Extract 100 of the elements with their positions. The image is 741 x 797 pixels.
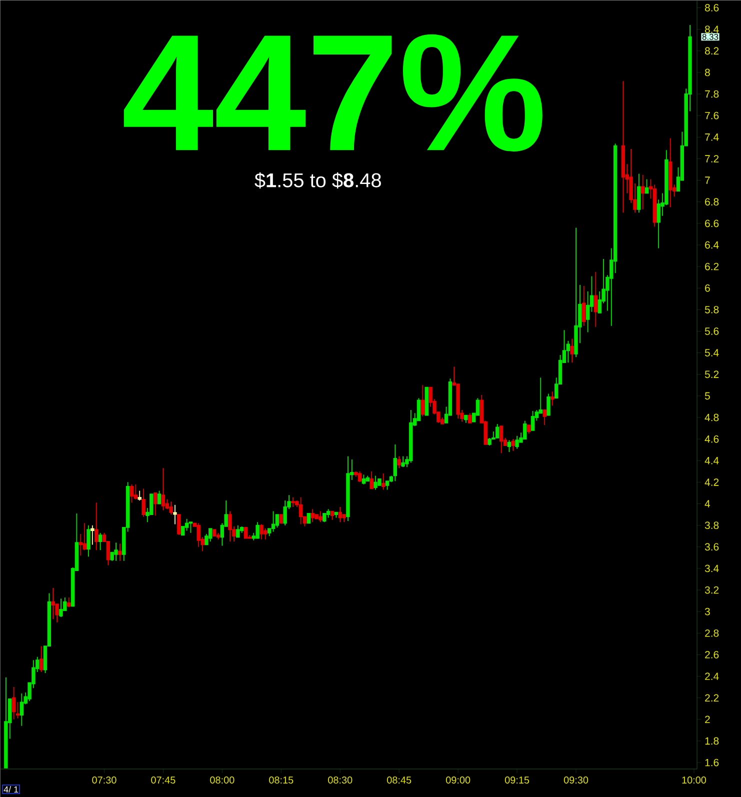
y-tick-label: 8.6 [704,4,719,12]
candlestick [582,285,586,326]
candlestick [138,490,142,501]
candlestick [499,426,504,454]
x-tick-label: 09:00 [446,776,470,784]
y-tick-label: 6.2 [705,262,719,270]
candlestick [256,522,260,539]
y-tick-label: 3.4 [704,564,719,572]
candlestick [523,420,527,440]
y-tick-label: 5.2 [704,370,719,378]
candlestick [515,435,519,450]
candlestick [310,508,314,523]
annotation: 8.33 [702,34,718,40]
y-tick-label: 5.6 [704,328,719,335]
candlestick [507,440,512,452]
candlestick [397,456,401,469]
candlestick [640,174,645,210]
y-tick-label: 1.8 [705,737,719,745]
y-tick-label: 3.8 [704,522,719,530]
candlestick [424,386,428,416]
y-tick-label: 3.6 [704,543,719,551]
y-tick-label: 2.8 [705,629,719,637]
candlestick [130,484,134,504]
candlestick [4,676,8,768]
y-tick-label: 5.8 [704,306,719,314]
y-tick-label: 3.2 [704,586,719,594]
candlestick [39,646,44,672]
candlestick [275,514,280,528]
x-tick-label: 09:30 [564,776,588,784]
y-tick-label: 5 [704,392,710,400]
candlestick [90,524,94,546]
candlestick [142,488,146,518]
y-tick-label: 4.8 [704,414,719,422]
candlestick [244,527,248,539]
candlestick [334,512,338,518]
x-tick-label: 09:15 [504,776,530,784]
candlestick [196,522,200,548]
y-tick-label: 8 [704,68,710,76]
y-tick-label: 4.4 [704,457,719,464]
candlestick [511,438,515,452]
candlestick [86,524,90,558]
candlestick [526,424,531,434]
candlestick [338,506,342,523]
candlestick [264,528,268,540]
x-tick-label: 08:45 [387,776,412,784]
y-tick-label: 2.6 [705,651,719,658]
candlestick [358,470,362,483]
candlestick [12,686,16,720]
candlestick [530,410,535,431]
y-tick-label: 7.6 [705,112,719,120]
x-tick-label: 08:15 [269,776,294,784]
candlestick [468,412,472,424]
y-tick-label: 7.8 [705,90,719,98]
y-tick-label: 8.4 [704,26,719,34]
candlestick [216,532,220,540]
candlestick [496,424,500,438]
candlestick [188,522,193,534]
candlestick [208,528,212,542]
candlestick [94,502,98,551]
candlestick [346,456,350,522]
chart-title: 447% [124,34,542,152]
candlestick [668,138,672,208]
candlestick [574,227,578,358]
candlestick [66,597,71,608]
candlestick [570,338,574,363]
candlestick [393,444,398,482]
candlestick [550,391,554,406]
candlestick [382,473,386,490]
candlestick [177,514,181,536]
candlestick [98,532,102,551]
x-tick-label: 07:45 [151,776,176,784]
candlestick [594,271,598,328]
y-tick-label: 2 [705,716,710,724]
candlestick [621,80,626,214]
text: 4/ 1 [4,786,18,793]
y-tick-label: 4.6 [704,435,719,443]
candlestick [134,484,138,500]
candlestick [542,409,546,426]
y-tick-label: 6.4 [705,241,719,249]
candlestick [546,393,550,416]
candlestick [378,478,382,486]
candlestick [157,490,162,504]
y-tick-label: 7 [705,176,710,184]
y-tick-label: 5.4 [704,349,719,356]
candlestick [306,513,311,524]
candlestick [236,524,240,538]
candlestick [228,510,232,542]
candlestick [118,543,122,562]
candlestick [212,529,216,537]
y-tick-label: 3 [704,608,710,616]
x-tick-label: 07:30 [92,776,116,784]
candlestick [169,501,173,515]
y-tick-label: 1.6 [705,758,719,766]
candlestick [401,456,405,468]
candlestick [318,510,322,523]
y-tick-label: 7.2 [705,155,719,162]
x-tick-label: 08:30 [328,776,352,784]
y-tick-label: 6.6 [705,220,719,228]
candlestick [409,409,413,464]
candlestick [637,173,641,214]
